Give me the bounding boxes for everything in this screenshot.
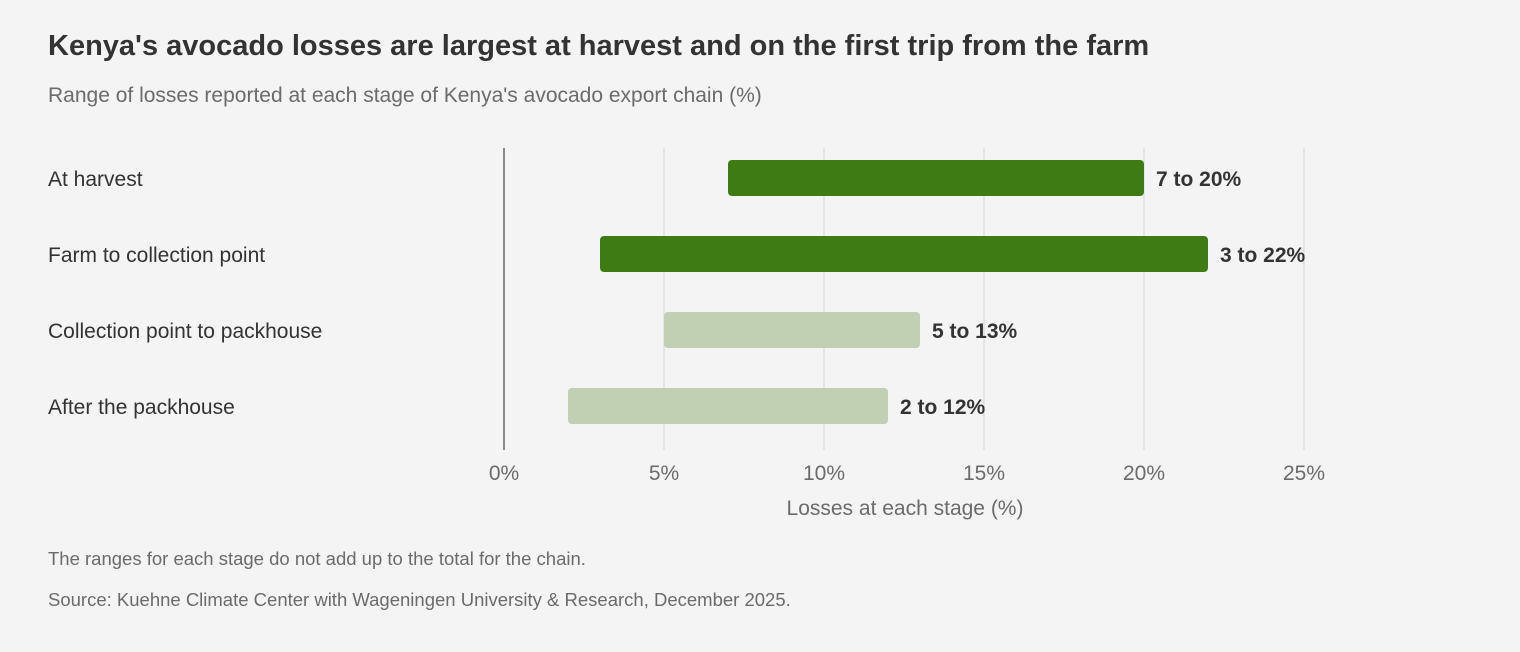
x-axis-title: Losses at each stage (%) <box>787 497 1024 520</box>
range-bar <box>600 236 1208 272</box>
x-tick-label: 20% <box>1123 462 1165 485</box>
bars <box>568 160 1208 424</box>
chart-source: Source: Kuehne Climate Center with Wagen… <box>48 589 791 610</box>
data-label: 2 to 12% <box>900 396 986 419</box>
x-tick-label: 10% <box>803 462 845 485</box>
x-tick-labels: 0% 5% 10% 15% 20% 25% <box>489 462 1325 485</box>
chart-note: The ranges for each stage do not add up … <box>48 548 586 569</box>
range-bar <box>664 312 920 348</box>
chart-title: Kenya's avocado losses are largest at ha… <box>48 30 1150 62</box>
data-labels: 7 to 20% 3 to 22% 5 to 13% 2 to 12% <box>900 168 1306 419</box>
range-bar-chart: 7 to 20% 3 to 22% 5 to 13% 2 to 12% At harv… <box>48 148 1325 520</box>
x-tick-label: 0% <box>489 462 519 485</box>
category-label: Farm to collection point <box>48 244 265 267</box>
chart-subtitle: Range of losses reported at each stage o… <box>48 84 762 107</box>
x-tick-label: 15% <box>963 462 1005 485</box>
x-tick-label: 5% <box>649 462 679 485</box>
category-label: Collection point to packhouse <box>48 320 322 343</box>
data-label: 7 to 20% <box>1156 168 1242 191</box>
data-label: 5 to 13% <box>932 320 1018 343</box>
category-label: At harvest <box>48 168 143 191</box>
x-tick-label: 25% <box>1283 462 1325 485</box>
category-label: After the packhouse <box>48 396 235 419</box>
range-bar <box>568 388 888 424</box>
category-labels: At harvest Farm to collection point Collec… <box>48 168 322 419</box>
range-bar <box>728 160 1144 196</box>
data-label: 3 to 22% <box>1220 244 1306 267</box>
